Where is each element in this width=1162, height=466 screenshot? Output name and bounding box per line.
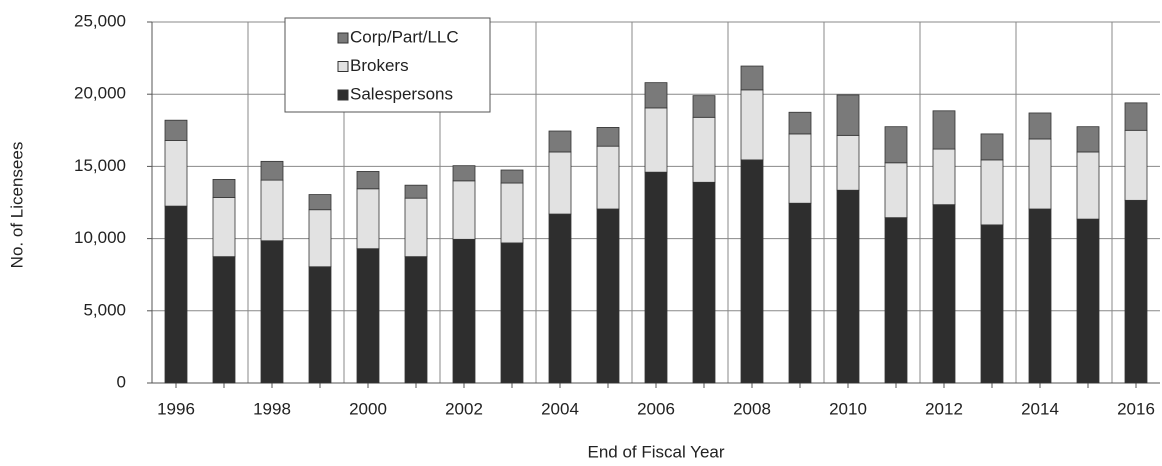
y-tick-label: 0: [117, 372, 126, 391]
bar-segment: [260, 179, 284, 242]
bar-segment: [1028, 112, 1052, 140]
bar-segment: [932, 110, 956, 150]
bar-segment: [692, 181, 716, 384]
bar-segment: [1076, 126, 1100, 153]
bar-segment: [500, 182, 524, 244]
bar-segment: [596, 127, 620, 147]
bar-segment: [1076, 151, 1100, 220]
bar-segment: [692, 116, 716, 183]
bar-segment: [884, 126, 908, 164]
bar-segment: [452, 238, 476, 384]
bar-segment: [212, 178, 236, 198]
bar-segment: [164, 205, 188, 384]
bar-segment: [308, 266, 332, 384]
bar-segment: [308, 209, 332, 268]
x-axis-title: End of Fiscal Year: [587, 442, 724, 461]
bar-segment: [740, 89, 764, 161]
bar-segment: [212, 197, 236, 258]
legend-label: Corp/Part/LLC: [350, 27, 459, 46]
x-tick-label: 2002: [445, 399, 483, 418]
y-tick-label: 15,000: [74, 156, 126, 175]
bar-segment: [788, 202, 812, 384]
bar-segment: [884, 217, 908, 384]
bar-segment: [164, 119, 188, 141]
legend-label: Salespersons: [350, 84, 453, 103]
bar-segment: [164, 140, 188, 207]
bar-segment: [740, 159, 764, 384]
y-tick-label: 20,000: [74, 84, 126, 103]
bar-segment: [884, 162, 908, 219]
bar-segment: [1124, 129, 1148, 201]
x-tick-label: 1996: [157, 399, 195, 418]
y-tick-label: 10,000: [74, 228, 126, 247]
bar-segment: [644, 82, 668, 109]
bar-segment: [836, 134, 860, 191]
bar-segment: [212, 256, 236, 384]
bar-segment: [1028, 138, 1052, 210]
bar-segment: [1124, 199, 1148, 384]
bar-segment: [356, 171, 380, 190]
bar-segment: [788, 111, 812, 135]
bar-segment: [932, 148, 956, 206]
bar-segment: [596, 145, 620, 210]
bar-segment: [404, 256, 428, 384]
legend-swatch: [337, 32, 349, 44]
bar-segment: [500, 242, 524, 384]
bar-segment: [980, 224, 1004, 384]
x-tick-label: 1998: [253, 399, 291, 418]
bar-segment: [980, 133, 1004, 161]
bar-segment: [1076, 218, 1100, 384]
x-tick-label: 2008: [733, 399, 771, 418]
x-tick-label: 2000: [349, 399, 387, 418]
bar-segment: [980, 159, 1004, 226]
y-tick-label: 5,000: [83, 300, 126, 319]
bar-segment: [644, 171, 668, 384]
y-tick-label: 25,000: [74, 11, 126, 30]
bar-segment: [404, 197, 428, 258]
x-tick-label: 2004: [541, 399, 579, 418]
bar-segment: [1124, 102, 1148, 131]
bar-segment: [740, 65, 764, 91]
bar-segment: [932, 204, 956, 384]
bar-segment: [596, 208, 620, 384]
bar-segment: [692, 95, 716, 118]
legend-swatch: [337, 61, 349, 72]
legend-box: [284, 17, 491, 113]
bar-segment: [404, 184, 428, 199]
bar-segment: [308, 194, 332, 211]
legend-swatch: [337, 89, 349, 101]
x-tick-label: 2014: [1021, 399, 1059, 418]
bar-segment: [836, 189, 860, 384]
y-axis-title: No. of Licensees: [7, 142, 26, 269]
bar-segment: [452, 180, 476, 240]
bar-segment: [548, 130, 572, 153]
bar-segment: [836, 94, 860, 136]
x-tick-label: 2006: [637, 399, 675, 418]
x-tick-label: 2010: [829, 399, 867, 418]
bar-segment: [644, 107, 668, 173]
bar-segment: [452, 165, 476, 182]
bar-segment: [500, 169, 524, 184]
bar-segment: [356, 248, 380, 384]
bar-segment: [260, 240, 284, 384]
legend-label: Brokers: [350, 56, 409, 75]
bar-segment: [548, 151, 572, 215]
bar-segment: [356, 188, 380, 250]
bar-segment: [260, 160, 284, 181]
bar-segment: [548, 213, 572, 384]
bar-segment: [788, 133, 812, 204]
x-tick-label: 2012: [925, 399, 963, 418]
x-tick-label: 2016: [1117, 399, 1155, 418]
bar-segment: [1028, 208, 1052, 384]
